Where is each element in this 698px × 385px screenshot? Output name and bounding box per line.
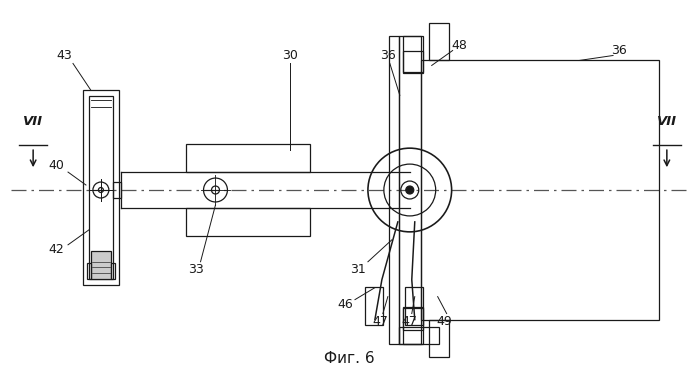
Text: 30: 30 [282,49,298,62]
Circle shape [406,186,414,194]
Bar [389,35,399,345]
Bar [83,90,119,285]
Bar [403,306,423,345]
Bar [403,308,423,330]
Text: 36: 36 [611,44,627,57]
Bar [186,208,310,236]
Bar [399,35,421,345]
Text: 31: 31 [350,263,366,276]
Text: 46: 46 [337,298,353,311]
Text: 42: 42 [48,243,64,256]
Bar [405,287,423,325]
Bar [87,263,91,279]
Text: 48: 48 [452,39,468,52]
Bar [365,287,383,325]
Bar [113,182,121,198]
Bar [89,96,113,279]
Text: 43: 43 [56,49,72,62]
Text: VII: VII [657,115,677,128]
Bar [403,35,423,74]
Bar [111,263,115,279]
Bar [403,50,423,72]
Bar [429,320,449,357]
Bar [421,60,659,320]
Bar [399,326,438,345]
Text: 40: 40 [48,159,64,172]
Text: 36: 36 [380,49,396,62]
Text: Фиг. 6: Фиг. 6 [324,352,374,367]
Text: 47: 47 [372,315,388,328]
Bar [91,251,111,279]
Bar [186,144,310,172]
Bar [429,23,449,60]
Text: VII: VII [23,115,43,128]
Text: 33: 33 [188,263,203,276]
Text: 47: 47 [402,315,417,328]
Text: 49: 49 [437,315,452,328]
